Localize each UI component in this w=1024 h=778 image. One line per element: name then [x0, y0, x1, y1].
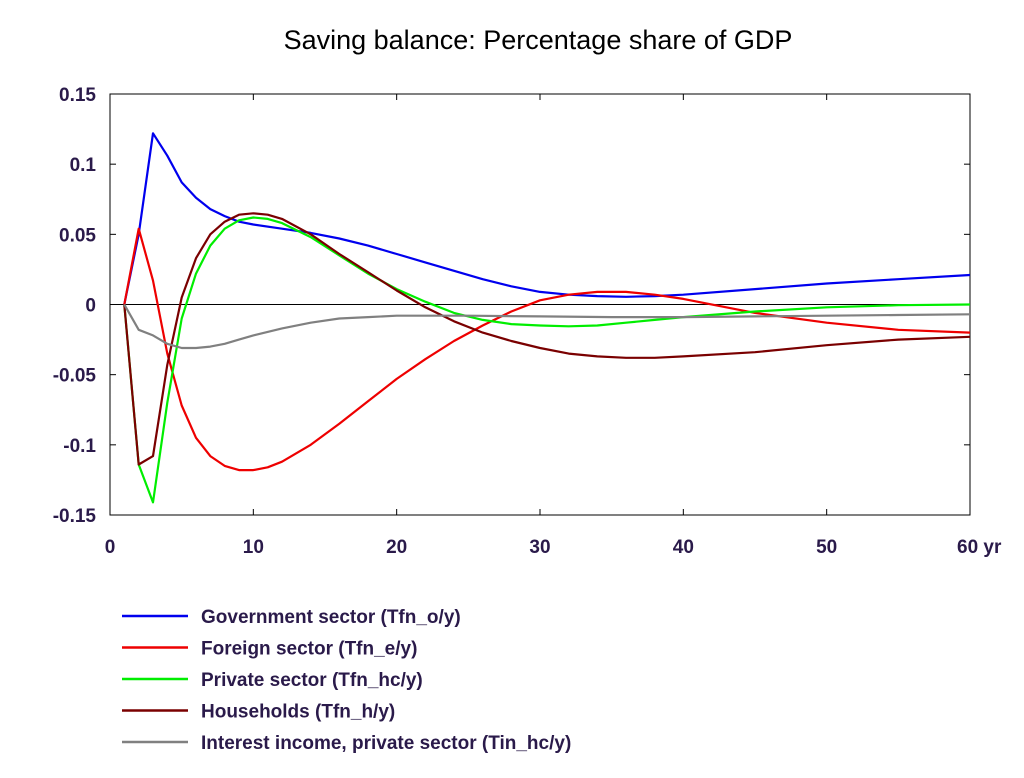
x-tick-label: 30 [529, 537, 550, 558]
series-line [123, 303, 971, 350]
legend-label: Private sector (Tfn_hc/y) [201, 670, 423, 691]
x-tick-label: 20 [386, 537, 407, 558]
x-tick-label: 0 [105, 537, 116, 558]
chart-title: Saving balance: Percentage share of GDP [284, 25, 793, 55]
y-tick-label: -0.1 [63, 436, 96, 457]
y-axis: 0.15 0.1 0.05 0 -0.05 -0.1 -0.15 [53, 85, 970, 527]
x-tick-label: 60 yr [957, 537, 1002, 558]
legend-label: Government sector (Tfn_o/y) [201, 607, 461, 628]
x-tick-label: 10 [243, 537, 264, 558]
legend-label: Foreign sector (Tfn_e/y) [201, 639, 417, 660]
series-line [123, 227, 971, 472]
series-line [123, 216, 971, 504]
x-tick-label: 40 [673, 537, 694, 558]
series-line [123, 212, 971, 466]
y-tick-label: 0.1 [70, 155, 97, 176]
legend-label: Interest income, private sector (Tin_hc/… [201, 733, 571, 754]
legend-label: Households (Tfn_h/y) [201, 702, 395, 723]
series-group [123, 132, 971, 504]
y-tick-label: 0.05 [59, 225, 96, 246]
y-tick-label: 0 [85, 296, 96, 317]
y-tick-label: 0.15 [59, 85, 96, 106]
x-tick-label: 50 [816, 537, 837, 558]
y-tick-label: -0.15 [53, 506, 97, 527]
y-tick-label: -0.05 [53, 366, 97, 387]
x-axis: 0 10 20 30 40 50 60 yr [105, 94, 1002, 558]
legend: Government sector (Tfn_o/y) Foreign secto… [122, 607, 571, 754]
